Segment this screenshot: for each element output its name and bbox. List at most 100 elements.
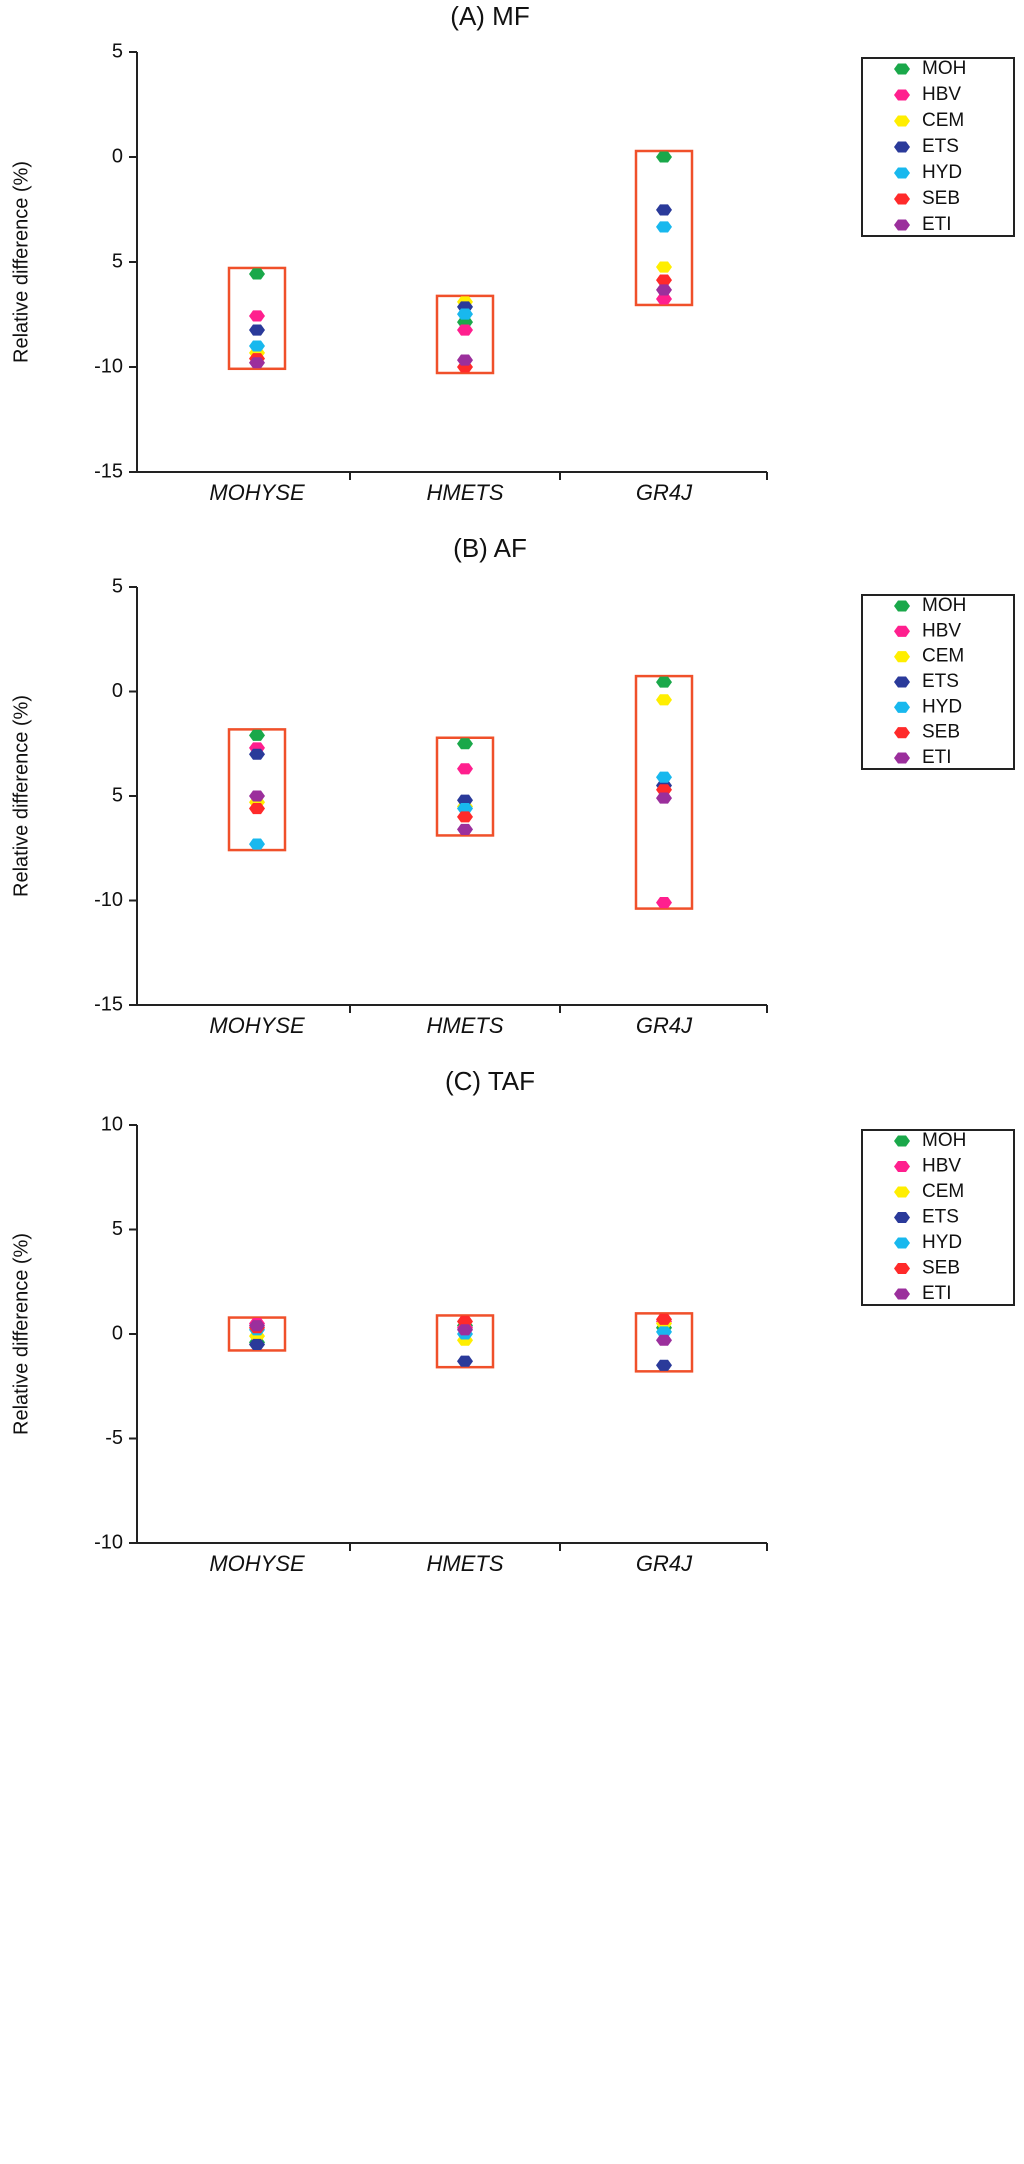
range-box	[227, 1316, 287, 1352]
dot	[457, 738, 473, 750]
legend-box	[861, 57, 1015, 237]
y-axis-label: Relative difference (%)	[10, 1233, 32, 1435]
dot	[249, 268, 265, 280]
legend-label: ETS	[922, 136, 959, 157]
y-tick-label: 0	[112, 1322, 123, 1344]
range-box	[227, 728, 287, 852]
legend-label: ETS	[922, 671, 959, 692]
dot	[457, 823, 473, 835]
chart-title: (C) TAF	[445, 1066, 535, 1096]
dot	[249, 1338, 265, 1350]
dot	[457, 803, 473, 815]
legend-marker	[894, 1237, 910, 1249]
legend-label: HBV	[922, 620, 961, 641]
legend-label: MOH	[922, 595, 966, 616]
legend-marker	[894, 625, 910, 637]
x-tick-label: HMETS	[427, 1013, 504, 1038]
range-box	[435, 294, 495, 375]
dot	[656, 771, 672, 783]
legend-label: HYD	[922, 696, 962, 717]
dot	[656, 694, 672, 706]
legend-marker	[894, 1186, 910, 1198]
y-tick-label: -10	[94, 889, 123, 911]
legend-label: MOH	[922, 58, 966, 79]
chart-title: (A) MF	[450, 1, 529, 31]
x-tick-label: GR4J	[636, 480, 693, 505]
legend-box	[861, 1129, 1015, 1306]
y-tick-label: -15	[94, 993, 123, 1015]
y-tick-label: 10	[101, 1113, 123, 1135]
dot	[656, 221, 672, 233]
x-tick-label: HMETS	[427, 480, 504, 505]
dot	[249, 790, 265, 802]
dot	[249, 357, 265, 369]
legend-label: ETS	[922, 1207, 959, 1228]
dot	[457, 1324, 473, 1336]
legend-label: ETI	[922, 214, 952, 235]
y-tick-label: -10	[94, 355, 123, 377]
dot	[457, 308, 473, 320]
dot	[249, 340, 265, 352]
legend-marker	[894, 1135, 910, 1147]
dot	[457, 324, 473, 336]
legend-label: ETI	[922, 747, 952, 768]
legend-marker	[894, 193, 910, 205]
legend-marker	[894, 701, 910, 713]
range-box	[634, 674, 694, 910]
dot	[249, 310, 265, 322]
legend-label: MOH	[922, 1130, 966, 1151]
dot	[249, 838, 265, 850]
dot	[656, 204, 672, 216]
legend-label: CEM	[922, 1181, 964, 1202]
y-tick-label: 0	[112, 145, 123, 167]
dot	[656, 293, 672, 305]
legend-marker	[894, 752, 910, 764]
legend-label: HBV	[922, 1156, 961, 1177]
legend-marker	[894, 1288, 910, 1300]
dot	[656, 151, 672, 163]
legend-label: ETI	[922, 1283, 952, 1304]
range-box	[435, 736, 495, 837]
chart-title: (B) AF	[453, 533, 527, 563]
x-tick-label: HMETS	[427, 1551, 504, 1576]
x-tick-label: MOHYSE	[209, 480, 305, 505]
x-tick-label: GR4J	[636, 1551, 693, 1576]
dot	[656, 261, 672, 273]
dot	[656, 1334, 672, 1346]
range-box	[227, 266, 287, 371]
legend-marker	[894, 219, 910, 231]
legend-marker	[894, 115, 910, 127]
dot	[249, 324, 265, 336]
legend-label: CEM	[922, 646, 964, 667]
dot	[656, 792, 672, 804]
legend-marker	[894, 1263, 910, 1274]
y-tick-label: -10	[94, 1531, 123, 1553]
y-tick-label: 5	[112, 1218, 123, 1240]
legend-marker	[894, 600, 910, 612]
y-tick-label: 5	[112, 40, 123, 62]
legend-label: CEM	[922, 110, 964, 131]
dot	[656, 1313, 672, 1325]
legend-marker	[894, 1212, 910, 1223]
dot	[656, 284, 672, 296]
y-tick-label: -15	[94, 460, 123, 482]
dot	[656, 1359, 672, 1371]
legend-marker	[894, 63, 910, 75]
legend-label: SEB	[922, 1258, 960, 1279]
legend-label: HBV	[922, 84, 961, 105]
x-tick-label: MOHYSE	[209, 1013, 305, 1038]
range-box	[435, 1314, 495, 1369]
range-box	[634, 149, 694, 307]
x-tick-label: GR4J	[636, 1013, 693, 1038]
range-box	[634, 1312, 694, 1373]
legend-marker	[894, 676, 910, 688]
dot	[457, 811, 473, 823]
y-tick-label: -5	[105, 1427, 123, 1449]
legend-marker	[894, 141, 910, 153]
dot	[656, 274, 672, 286]
y-tick-label: 5	[112, 784, 123, 806]
dot	[457, 763, 473, 775]
legend-label: HYD	[922, 1232, 962, 1253]
legend-marker	[894, 89, 910, 101]
